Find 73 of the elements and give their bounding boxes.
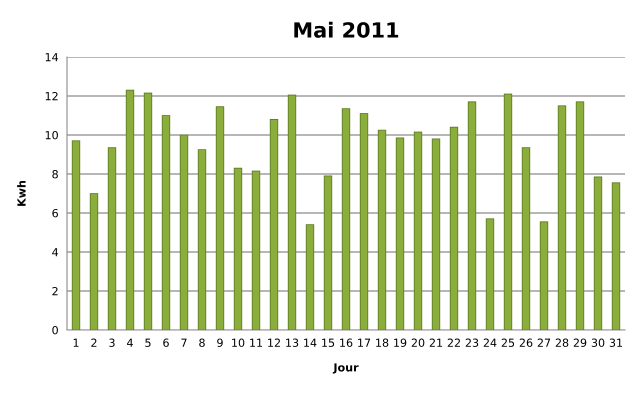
x-tick-label: 4 — [127, 338, 133, 347]
bar — [450, 126, 458, 330]
x-tick-label: 6 — [163, 338, 169, 347]
x-tick-label: 13 — [286, 338, 298, 347]
bar — [288, 94, 296, 330]
x-tick-label: 28 — [556, 338, 568, 347]
x-tick-label: 10 — [232, 338, 244, 347]
x-tick-label: 14 — [304, 338, 316, 347]
x-tick-label: 21 — [430, 338, 442, 347]
bar — [396, 138, 404, 330]
bar — [360, 113, 368, 330]
bar — [216, 106, 224, 330]
x-tick-label: 1 — [74, 338, 79, 347]
y-tick-label: 10 — [46, 130, 58, 140]
x-axis-title: Jour — [332, 363, 359, 374]
y-tick-label: 12 — [46, 92, 58, 100]
bar — [612, 182, 620, 330]
bar — [468, 101, 476, 330]
x-tick-label: 23 — [466, 338, 478, 347]
bar — [432, 138, 440, 330]
x-tick-label: 12 — [268, 338, 280, 347]
bar — [144, 92, 152, 330]
bar — [162, 115, 170, 330]
x-tick-label: 9 — [217, 338, 223, 347]
x-tick-label: 2 — [91, 338, 96, 347]
x-tick-label: 20 — [412, 338, 424, 347]
y-axis-title: Kwh — [17, 180, 26, 206]
bar — [594, 176, 602, 330]
x-tick-label: 8 — [199, 338, 205, 347]
x-tick-label: 3 — [109, 338, 115, 347]
bar — [108, 147, 116, 330]
y-tick-label: 8 — [52, 170, 58, 178]
x-tick-label: 27 — [538, 338, 550, 347]
x-tick-label: 7 — [181, 338, 187, 347]
bar — [126, 90, 134, 330]
x-tick-label: 16 — [340, 338, 352, 347]
y-tick-label: 0 — [52, 326, 58, 334]
y-tick-label: 14 — [46, 53, 58, 62]
bar — [540, 221, 548, 330]
bar — [198, 149, 206, 330]
x-tick-label: 17 — [358, 338, 370, 347]
x-tick-label: 19 — [394, 338, 406, 347]
bar — [252, 170, 260, 330]
y-tick-label: 6 — [52, 208, 58, 218]
x-tick-label: 24 — [484, 338, 496, 347]
bar — [180, 134, 188, 330]
bar — [486, 218, 494, 330]
bar — [558, 105, 566, 330]
bar — [504, 94, 512, 330]
x-tick-label: 5 — [145, 338, 151, 347]
bar — [342, 108, 350, 330]
bar — [324, 176, 332, 330]
x-tick-label: 22 — [448, 338, 460, 347]
bar — [576, 101, 584, 330]
x-tick-label: 18 — [376, 338, 388, 347]
bar — [72, 140, 80, 330]
x-tick-label: 30 — [592, 338, 604, 347]
bar — [522, 147, 530, 330]
bar — [378, 130, 386, 330]
y-tick-label: 4 — [52, 248, 58, 256]
x-tick-label: 31 — [610, 338, 622, 347]
bar — [306, 224, 314, 330]
x-tick-label: 25 — [502, 338, 514, 347]
bar — [90, 193, 98, 330]
x-tick-label: 29 — [574, 338, 586, 347]
x-tick-label: 15 — [322, 338, 334, 347]
bar — [270, 118, 278, 330]
bar — [414, 132, 422, 330]
chart-title: Mai 2011 — [294, 22, 398, 38]
y-tick-label: 2 — [52, 286, 58, 296]
bar — [234, 168, 242, 330]
x-tick-label: 26 — [520, 338, 532, 347]
x-tick-label: 11 — [250, 338, 262, 347]
